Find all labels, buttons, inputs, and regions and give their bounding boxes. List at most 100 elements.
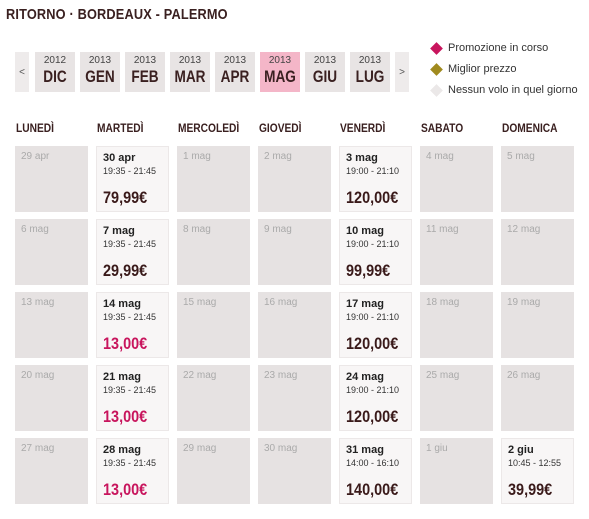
day-price: 99,99€ xyxy=(346,261,391,280)
month-tab[interactable]: 2012 DIC xyxy=(35,52,75,92)
day-cell[interactable]: 31 mag 14:00 - 16:10 140,00€ xyxy=(339,438,412,504)
day-date: 20 mag xyxy=(21,370,55,381)
tab-month: GEN xyxy=(85,67,115,86)
day-date: 9 mag xyxy=(264,224,292,235)
month-tab[interactable]: 2013 FEB xyxy=(125,52,165,92)
day-cell: 4 mag xyxy=(420,146,493,212)
day-date: 12 mag xyxy=(507,224,541,235)
day-cell: 19 mag xyxy=(501,292,574,358)
day-date: 25 mag xyxy=(426,370,460,381)
legend-label: Promozione in corso xyxy=(448,42,549,54)
day-date: 22 mag xyxy=(183,370,217,381)
tab-year: 2013 xyxy=(358,55,382,66)
tab-year: 2013 xyxy=(88,55,112,66)
month-tab[interactable]: 2013 MAR xyxy=(170,52,210,92)
day-cell: 20 mag xyxy=(15,365,88,431)
day-date: 3 mag xyxy=(346,152,378,164)
tab-year: 2012 xyxy=(43,55,67,66)
day-cell: 30 mag xyxy=(258,438,331,504)
day-cell: 23 mag xyxy=(258,365,331,431)
month-tab[interactable]: 2013 GIU xyxy=(305,52,345,92)
weekday-header: MERCOLEDÌ xyxy=(178,121,240,135)
weekday-header: MARTEDÌ xyxy=(97,121,144,135)
day-date: 29 apr xyxy=(21,151,50,162)
weekday-header: DOMENICA xyxy=(502,121,558,135)
month-tab[interactable]: 2013 GEN xyxy=(80,52,120,92)
day-date: 13 mag xyxy=(21,297,55,308)
weekday-header: VENERDÌ xyxy=(340,121,386,135)
day-price: 29,99€ xyxy=(103,261,148,280)
tab-year: 2013 xyxy=(178,55,202,66)
day-date: 2 mag xyxy=(264,151,292,162)
day-cell[interactable]: 2 giu 10:45 - 12:55 39,99€ xyxy=(501,438,574,504)
tab-month: MAG xyxy=(264,67,296,86)
day-date: 7 mag xyxy=(103,225,135,237)
flight-times: 19:00 - 21:10 xyxy=(346,166,400,176)
tab-month: GIU xyxy=(312,67,338,86)
day-price: 120,00€ xyxy=(346,407,399,426)
prev-month[interactable]: < xyxy=(15,52,29,92)
day-price: 120,00€ xyxy=(346,334,399,353)
day-date: 24 mag xyxy=(346,371,384,383)
day-date: 6 mag xyxy=(21,224,49,235)
flight-times: 19:00 - 21:10 xyxy=(346,239,400,249)
day-cell: 11 mag xyxy=(420,219,493,285)
day-date: 15 mag xyxy=(183,297,217,308)
day-cell: 8 mag xyxy=(177,219,250,285)
month-tab[interactable]: 2013 MAG xyxy=(260,52,300,92)
flight-times: 19:00 - 21:10 xyxy=(346,385,400,395)
day-date: 27 mag xyxy=(21,443,55,454)
legend-label: Miglior prezzo xyxy=(448,63,517,75)
flight-times: 19:35 - 21:45 xyxy=(103,385,157,395)
day-cell[interactable]: 17 mag 19:00 - 21:10 120,00€ xyxy=(339,292,412,358)
day-cell[interactable]: 3 mag 19:00 - 21:10 120,00€ xyxy=(339,146,412,212)
flight-times: 19:35 - 21:45 xyxy=(103,312,157,322)
month-tab[interactable]: 2013 APR xyxy=(215,52,255,92)
tab-year: 2013 xyxy=(313,55,337,66)
day-date: 8 mag xyxy=(183,224,211,235)
tab-year: 2013 xyxy=(268,55,292,66)
day-cell[interactable]: 14 mag 19:35 - 21:45 13,00€ xyxy=(96,292,169,358)
flight-times: 10:45 - 12:55 xyxy=(508,458,562,468)
weekday-header: LUNEDÌ xyxy=(16,121,54,135)
flight-times: 19:35 - 21:45 xyxy=(103,458,157,468)
day-cell[interactable]: 10 mag 19:00 - 21:10 99,99€ xyxy=(339,219,412,285)
day-date: 21 mag xyxy=(103,371,141,383)
day-cell: 25 mag xyxy=(420,365,493,431)
day-price: 79,99€ xyxy=(103,188,148,207)
day-cell: 29 mag xyxy=(177,438,250,504)
tab-month: DIC xyxy=(43,67,67,86)
day-cell[interactable]: 28 mag 19:35 - 21:45 13,00€ xyxy=(96,438,169,504)
flight-times: 19:35 - 21:45 xyxy=(103,239,157,249)
day-date: 17 mag xyxy=(346,298,384,310)
day-date: 1 mag xyxy=(183,151,211,162)
day-cell[interactable]: 7 mag 19:35 - 21:45 29,99€ xyxy=(96,219,169,285)
day-cell[interactable]: 24 mag 19:00 - 21:10 120,00€ xyxy=(339,365,412,431)
tab-month: LUG xyxy=(355,67,385,86)
day-price: 13,00€ xyxy=(103,407,148,426)
next-month[interactable]: > xyxy=(395,52,409,92)
flight-times: 19:35 - 21:45 xyxy=(103,166,157,176)
day-date: 26 mag xyxy=(507,370,541,381)
day-cell: 22 mag xyxy=(177,365,250,431)
day-date: 30 apr xyxy=(103,152,136,164)
day-date: 28 mag xyxy=(103,444,141,456)
tab-month: APR xyxy=(220,67,250,86)
day-date: 14 mag xyxy=(103,298,141,310)
day-price: 39,99€ xyxy=(508,480,553,499)
day-cell: 2 mag xyxy=(258,146,331,212)
day-date: 19 mag xyxy=(507,297,541,308)
month-tab[interactable]: 2013 LUG xyxy=(350,52,390,92)
day-cell: 13 mag xyxy=(15,292,88,358)
day-cell[interactable]: 30 apr 19:35 - 21:45 79,99€ xyxy=(96,146,169,212)
legend-label: Nessun volo in quel giorno xyxy=(448,84,578,96)
day-date: 11 mag xyxy=(426,224,459,235)
day-cell: 1 giu xyxy=(420,438,493,504)
day-cell: 18 mag xyxy=(420,292,493,358)
day-date: 30 mag xyxy=(264,443,298,454)
day-cell: 1 mag xyxy=(177,146,250,212)
day-cell[interactable]: 21 mag 19:35 - 21:45 13,00€ xyxy=(96,365,169,431)
day-date: 18 mag xyxy=(426,297,460,308)
flight-times: 19:00 - 21:10 xyxy=(346,312,400,322)
